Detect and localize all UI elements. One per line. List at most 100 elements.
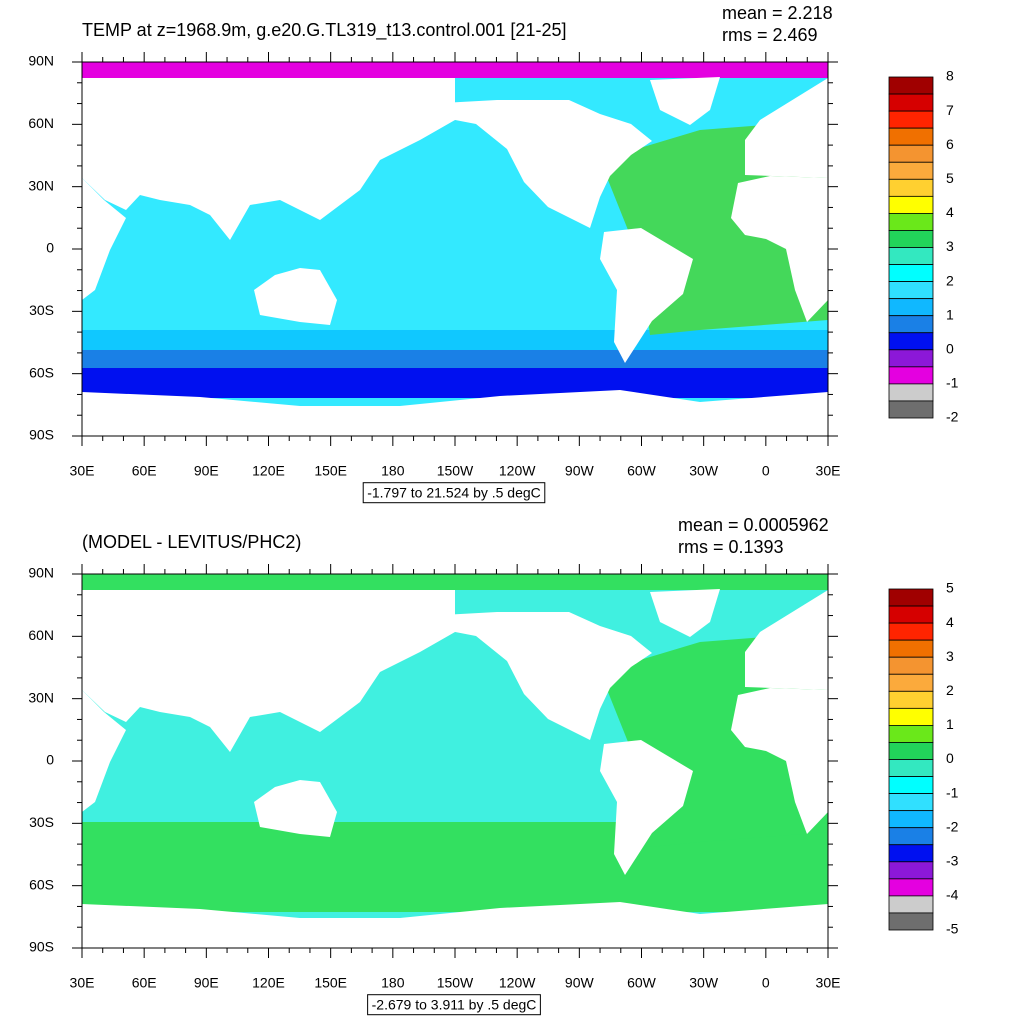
colorbar-label: 6 [946,136,954,152]
y-tick-label: 30S [29,302,54,318]
y-tick-label: 30N [28,177,54,193]
colorbar-box [888,332,934,351]
colorbar-box [888,110,934,129]
colorbar-label: 8 [946,68,954,84]
panel-title: (MODEL - LEVITUS/PHC2) [82,532,301,552]
colorbar-box [888,144,934,163]
colorbar-label: 1 [946,306,954,322]
y-tick-label: 60S [29,364,54,380]
x-tick-label: 60W [627,975,657,991]
colorbar-box [888,759,934,777]
colorbar-box [888,810,934,829]
colorbar-box [888,725,934,743]
colorbar-box [888,366,934,385]
map-top [82,62,828,436]
colorbar-label: -2 [946,818,959,834]
x-tick-label: 30E [816,975,841,991]
colorbar-box [888,861,934,880]
x-tick-label: 90W [565,975,595,991]
colorbar-box [888,178,934,197]
colorbar-box [888,878,934,897]
y-tick-label: 60S [29,876,54,892]
colorbar-label: 5 [946,170,954,186]
colorbar-box [888,895,934,914]
colorbar-box [888,93,934,112]
colorbar-box [888,605,934,624]
colorbar-label: -1 [946,784,959,800]
y-tick-label: 0 [46,240,54,256]
x-tick-label: 150W [437,975,474,991]
x-tick-label: 180 [381,463,405,479]
x-tick-label: 120W [499,975,536,991]
y-tick-label: 90N [28,53,54,69]
colorbar-box [888,127,934,146]
colorbar-box [888,622,934,641]
y-tick-label: 0 [46,752,54,768]
colorbar-label: 2 [946,272,954,288]
colorbar-box [888,639,934,658]
colorbar-label: 7 [946,102,954,118]
colorbar-box [888,844,934,863]
x-tick-label: 0 [762,975,770,991]
colorbar-label: 3 [946,238,954,254]
x-tick-label: 150E [314,975,347,991]
colorbar-box [888,588,934,607]
colorbar-box [888,400,934,419]
x-tick-label: 90W [565,463,595,479]
colorbar-label: 1 [946,716,954,732]
colorbar-box [888,76,934,95]
colorbar-label: -1 [946,375,959,391]
x-tick-label: 180 [381,975,405,991]
colorbar-box [888,349,934,368]
colorbar-box [888,742,934,760]
colorbar-box [888,673,934,692]
colorbar-label: 0 [946,750,954,766]
panel-title: TEMP at z=1968.9m, g.e20.G.TL319_t13.con… [82,20,566,41]
x-tick-label: 60E [132,975,157,991]
colorbar-box [888,707,934,726]
colorbar-label: -4 [946,887,959,903]
colorbar-box [888,912,934,931]
colorbar-box [888,776,934,794]
colorbar-box [888,161,934,180]
colorbar-box [888,247,934,265]
range-box [362,482,546,504]
colorbar-box [888,315,934,334]
colorbar-label: -2 [946,409,959,425]
y-tick-label: 30N [28,689,54,705]
x-tick-label: 60W [627,463,657,479]
x-tick-label: 150E [314,463,347,479]
range-label: -2.679 to 3.911 by .5 degC [372,997,537,1013]
x-tick-label: 120E [252,975,285,991]
colorbar-box [888,383,934,402]
colorbar-box [888,195,934,214]
x-tick-label: 90E [194,463,219,479]
colorbar-box [888,793,934,812]
colorbar-label: 5 [946,580,954,596]
x-tick-label: 30W [689,975,719,991]
x-tick-label: 90E [194,975,219,991]
colorbar-box [888,656,934,675]
colorbar-label: 3 [946,648,954,664]
y-tick-label: 60N [28,115,54,131]
rms-label: rms = 2.469 [722,25,818,45]
colorbar-box [888,827,934,846]
x-tick-label: 30E [70,975,95,991]
colorbar-label: 4 [946,204,954,220]
x-tick-label: 0 [762,463,770,479]
x-tick-label: 120E [252,463,285,479]
colorbar-box [888,281,934,300]
colorbar-label: 0 [946,341,954,357]
range-box [367,994,541,1016]
x-tick-label: 30W [689,463,719,479]
colorbar-box [888,230,934,248]
colorbar-label: -3 [946,853,959,869]
colorbar-label: 2 [946,682,954,698]
x-tick-label: 60E [132,463,157,479]
y-tick-label: 90S [29,427,54,443]
y-tick-label: 30S [29,814,54,830]
y-tick-label: 60N [28,627,54,643]
colorbar-box [888,298,934,317]
x-tick-label: 30E [816,463,841,479]
